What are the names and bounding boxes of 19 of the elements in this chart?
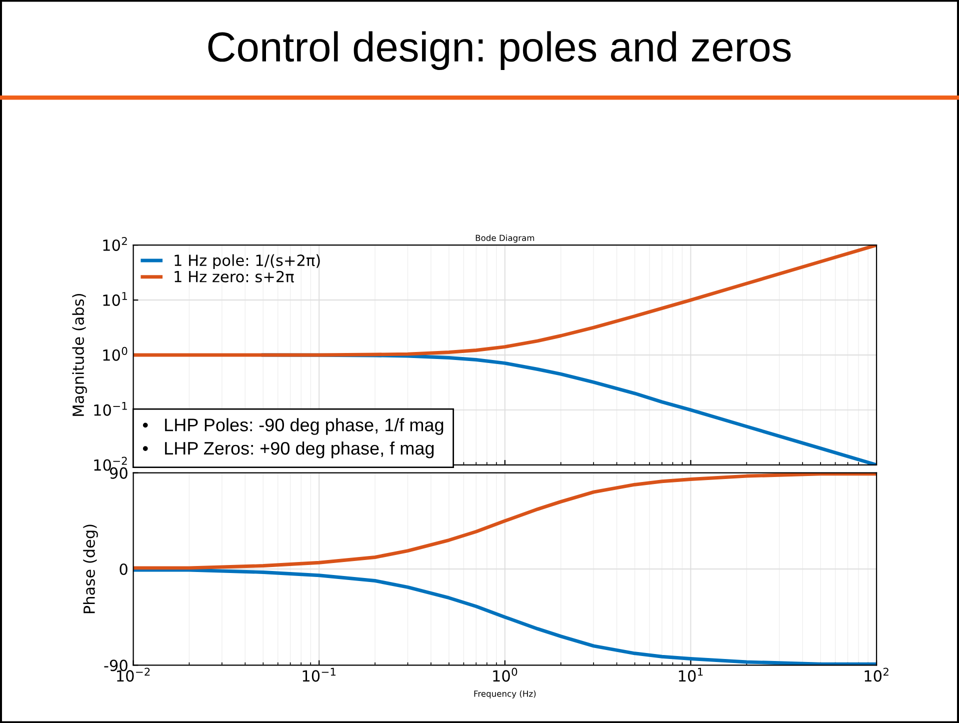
text: Control design: poles and zeros bbox=[208, 31, 791, 70]
chart-title: Bode Diagram bbox=[476, 234, 534, 243]
x-tick-label: 10$^{−1}$ bbox=[302, 668, 336, 682]
y-tick-label: 10$^{0}$ bbox=[103, 346, 128, 361]
y-axis-title: Magnitude (abs) bbox=[72, 294, 87, 416]
legend-label: 1 Hz pole: 1/(s+2π) bbox=[174, 254, 320, 270]
y-tick-label: 0 bbox=[120, 563, 128, 576]
y-axis-title: Phase (deg) bbox=[83, 524, 98, 614]
legend-label: 1 Hz zero: s+2π bbox=[174, 270, 294, 282]
annotation: • LHP Poles: -90 deg phase, 1/f mag bbox=[142, 418, 444, 435]
y-tick-label: 10$^{2}$ bbox=[103, 237, 127, 251]
y-tick-label: -90 bbox=[104, 660, 128, 672]
x-axis-title: Frequency (Hz) bbox=[474, 690, 536, 698]
x-tick-label: 10$^{2}$ bbox=[864, 668, 888, 682]
y-tick-label: 10$^{1}$ bbox=[103, 292, 127, 306]
annotation: • LHP Zeros: +90 deg phase, f mag bbox=[142, 441, 434, 458]
x-tick-label: 10$^{1}$ bbox=[678, 668, 703, 682]
y-tick-label: 10$^{−1}$ bbox=[94, 402, 127, 416]
x-tick-label: 10$^{0}$ bbox=[493, 668, 518, 682]
